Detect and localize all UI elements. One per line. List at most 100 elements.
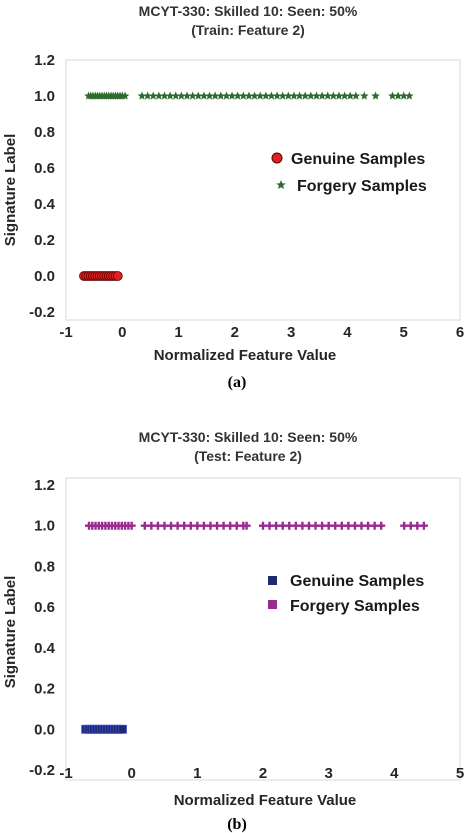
chart-subtitle: (Train: Feature 2) — [191, 22, 305, 38]
data-point — [171, 91, 181, 100]
legend-label-genuine: Genuine Samples — [291, 151, 425, 168]
x-ticks: -1 0 1 2 3 4 5 6 — [59, 324, 464, 341]
x-ticks: -1 0 1 2 3 4 5 — [59, 765, 464, 782]
data-point — [210, 91, 220, 100]
data-point — [216, 91, 226, 100]
data-point — [137, 91, 147, 100]
data-point — [255, 91, 265, 100]
data-point — [233, 91, 242, 100]
data-point — [317, 91, 327, 100]
chart-subtitle: (Test: Feature 2) — [194, 448, 302, 464]
y-tick-label: -0.2 — [29, 304, 55, 321]
x-tick-label: -1 — [59, 765, 72, 782]
data-point — [250, 91, 259, 100]
data-point — [278, 91, 287, 100]
y-tick-label: 0.8 — [34, 124, 55, 141]
data-point — [393, 91, 403, 100]
y-axis-label: Signature Label — [2, 576, 19, 689]
data-point — [284, 91, 293, 100]
data-point — [399, 91, 408, 100]
x-tick-label: 5 — [400, 324, 408, 341]
x-tick-label: 4 — [343, 324, 352, 341]
caption: (a) — [228, 374, 247, 391]
y-tick-label: 0.2 — [34, 232, 55, 249]
data-point — [227, 91, 237, 100]
data-point — [289, 91, 299, 100]
x-tick-label: 2 — [259, 765, 267, 782]
legend-label-forgery: Forgery Samples — [290, 598, 420, 615]
x-axis-label: Normalized Feature Value — [174, 792, 357, 809]
x-tick-label: 0 — [127, 765, 135, 782]
data-point — [160, 91, 169, 100]
data-point — [165, 91, 175, 100]
y-tick-label: -0.2 — [29, 762, 55, 779]
data-point — [272, 91, 282, 100]
plot-area — [65, 59, 461, 321]
data-point — [148, 91, 158, 100]
data-point — [120, 91, 130, 100]
data-point — [329, 91, 338, 100]
data-point — [112, 271, 123, 281]
y-tick-label: 1.0 — [34, 518, 55, 535]
x-tick-label: -1 — [59, 324, 72, 341]
data-points — [81, 521, 428, 734]
legend-marker-genuine — [271, 152, 283, 164]
y-tick-label: 1.0 — [34, 88, 55, 105]
x-tick-label: 2 — [231, 324, 239, 341]
legend-marker-forgery — [268, 600, 277, 609]
data-point — [177, 91, 186, 100]
x-tick-label: 5 — [456, 765, 464, 782]
caption: (b) — [227, 816, 247, 833]
legend-label-forgery: Forgery Samples — [297, 178, 427, 195]
legend: Genuine Samples Forgery Samples — [271, 151, 427, 195]
y-tick-label: 1.2 — [34, 52, 55, 69]
data-point — [242, 521, 251, 530]
data-point — [371, 91, 380, 100]
x-tick-label: 3 — [287, 324, 295, 341]
data-point — [222, 91, 231, 100]
legend: Genuine Samples Forgery Samples — [268, 573, 424, 615]
x-tick-label: 0 — [118, 324, 126, 341]
legend-marker-genuine — [268, 576, 277, 585]
y-tick-label: 1.2 — [34, 477, 55, 494]
data-point — [244, 91, 254, 100]
x-tick-label: 1 — [193, 765, 201, 782]
chart-title: MCYT-330: Skilled 10: Seen: 50% — [139, 3, 358, 19]
data-point — [323, 91, 333, 100]
data-point — [239, 91, 248, 100]
data-point — [351, 91, 361, 100]
y-tick-label: 0.0 — [34, 268, 55, 285]
data-point — [182, 91, 192, 100]
data-point — [312, 91, 321, 100]
data-point — [261, 91, 271, 100]
data-point — [267, 91, 276, 100]
data-point — [205, 91, 214, 100]
y-tick-label: 0.2 — [34, 681, 55, 698]
data-point — [188, 91, 197, 100]
chart-test: MCYT-330: Skilled 10: Seen: 50% (Test: F… — [2, 429, 464, 833]
data-point — [340, 91, 349, 100]
data-point — [118, 724, 127, 734]
data-point — [345, 91, 355, 100]
y-ticks: -0.2 0.0 0.2 0.4 0.6 0.8 1.0 1.2 — [29, 52, 56, 321]
y-tick-label: 0.4 — [34, 196, 56, 213]
y-tick-label: 0.8 — [34, 558, 55, 575]
data-point — [360, 91, 369, 100]
chart-train: MCYT-330: Skilled 10: Seen: 50% (Train: … — [2, 3, 464, 391]
data-point — [388, 91, 397, 100]
data-point — [199, 91, 209, 100]
data-point — [295, 91, 304, 100]
data-point — [300, 91, 310, 100]
x-tick-label: 4 — [390, 765, 399, 782]
data-point — [143, 91, 152, 100]
legend-label-genuine: Genuine Samples — [290, 573, 424, 590]
x-tick-label: 1 — [174, 324, 182, 341]
data-point — [334, 91, 344, 100]
y-ticks: -0.2 0.0 0.2 0.4 0.6 0.8 1.0 1.2 — [29, 477, 56, 779]
x-axis-label: Normalized Feature Value — [154, 347, 337, 364]
legend-marker-forgery — [276, 180, 286, 190]
data-point — [127, 521, 136, 530]
y-axis-label: Signature Label — [2, 134, 19, 247]
data-point — [154, 91, 164, 100]
